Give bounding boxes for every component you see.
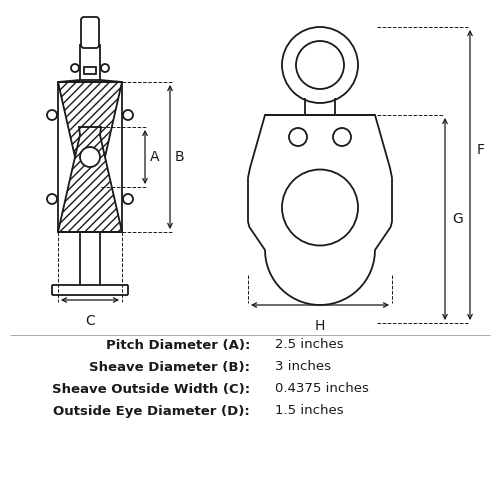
Circle shape — [282, 170, 358, 246]
Text: A: A — [150, 150, 160, 164]
Circle shape — [282, 27, 358, 103]
Text: G: G — [452, 212, 463, 226]
Text: 3 inches: 3 inches — [275, 360, 331, 374]
Circle shape — [123, 110, 133, 120]
Text: 2.5 inches: 2.5 inches — [275, 338, 344, 351]
Polygon shape — [58, 127, 122, 232]
Circle shape — [101, 64, 109, 72]
Polygon shape — [58, 82, 122, 187]
Text: F: F — [477, 143, 485, 157]
Text: 1.5 inches: 1.5 inches — [275, 404, 344, 417]
Circle shape — [71, 64, 79, 72]
Circle shape — [47, 110, 57, 120]
Circle shape — [333, 128, 351, 146]
Circle shape — [296, 41, 344, 89]
Text: C: C — [85, 314, 95, 328]
Text: Outside Eye Diameter (D):: Outside Eye Diameter (D): — [53, 404, 250, 417]
Text: Sheave Outside Width (C):: Sheave Outside Width (C): — [52, 382, 250, 396]
Circle shape — [47, 194, 57, 204]
Text: Sheave Diameter (B):: Sheave Diameter (B): — [89, 360, 250, 374]
Polygon shape — [248, 115, 392, 305]
Text: Pitch Diameter (A):: Pitch Diameter (A): — [106, 338, 250, 351]
Circle shape — [289, 128, 307, 146]
Text: H: H — [315, 319, 325, 333]
FancyBboxPatch shape — [81, 17, 99, 48]
Circle shape — [123, 194, 133, 204]
Text: 0.4375 inches: 0.4375 inches — [275, 382, 369, 396]
Circle shape — [80, 147, 100, 167]
Bar — [84, 67, 96, 74]
Text: B: B — [175, 150, 184, 164]
